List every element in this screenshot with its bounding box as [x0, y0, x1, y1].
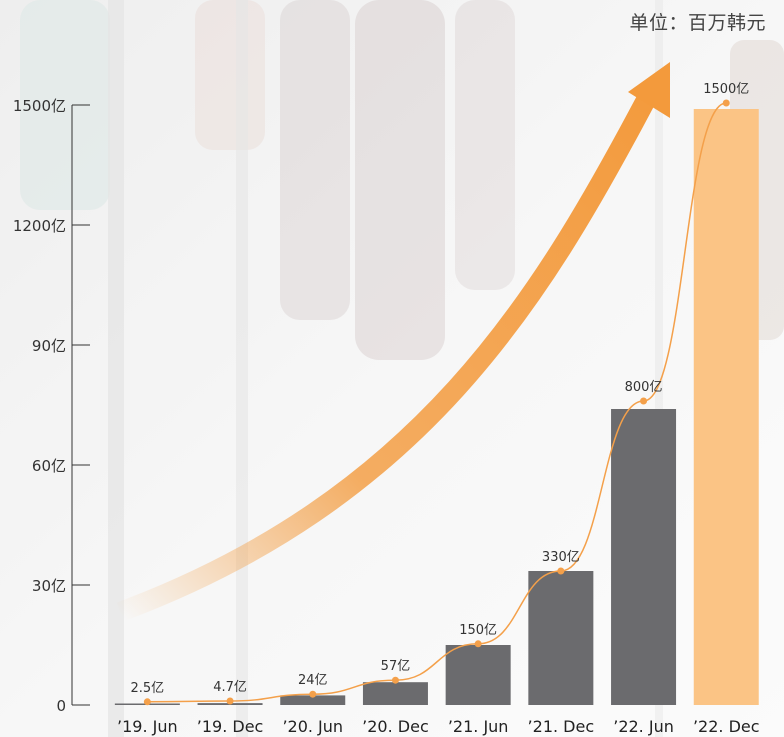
trend-point [557, 567, 565, 575]
y-tick-label: 60亿 [32, 457, 66, 475]
x-axis-labels: ’19. Jun ’19. Dec ’20. Jun ’20. Dec ’21. Jun… [117, 717, 760, 736]
value-label: 150亿 [459, 623, 497, 638]
x-tick-label: ’20. Jun [282, 717, 343, 736]
trend-line: 2.5亿 4.7亿 24亿 57亿 150亿 330亿 800亿 1500亿 [131, 82, 749, 706]
value-label: 2.5亿 [131, 681, 165, 696]
value-label: 57亿 [381, 659, 411, 674]
x-tick-label: ’22. Jun [613, 717, 674, 736]
x-tick-label: ’19. Jun [117, 717, 178, 736]
trend-point [226, 697, 234, 705]
trend-point [309, 690, 317, 698]
x-tick-label: ’21. Dec [528, 717, 595, 736]
growth-arrow-shaft [116, 95, 655, 622]
bar-5 [528, 571, 594, 705]
growth-arrow-head [628, 62, 670, 118]
bar-4 [445, 645, 511, 705]
y-tick-label: 0 [56, 697, 66, 715]
bar-7 [693, 109, 759, 705]
y-tick-label: 1500亿 [13, 97, 66, 115]
trend-point [474, 640, 482, 648]
bar-3 [362, 682, 428, 705]
trend-line-path [147, 102, 727, 703]
x-tick-label: ’21. Jun [448, 717, 509, 736]
value-label: 800亿 [625, 380, 663, 395]
y-tick-label: 90亿 [32, 337, 66, 355]
bar-6 [611, 409, 677, 705]
trend-point [722, 99, 730, 107]
value-label: 1500亿 [703, 82, 749, 97]
trend-point [640, 397, 648, 405]
bar-2 [280, 695, 346, 705]
x-tick-label: ’22. Dec [693, 717, 760, 736]
x-tick-label: ’20. Dec [362, 717, 429, 736]
value-label: 4.7亿 [213, 680, 247, 695]
x-tick-label: ’19. Dec [197, 717, 264, 736]
y-tick-label: 30亿 [32, 577, 66, 595]
trend-point [143, 698, 151, 706]
y-axis: 0 30亿 60亿 90亿 1200亿 1500亿 [13, 97, 90, 715]
bars [114, 109, 759, 705]
trend-point [391, 676, 399, 684]
value-label: 330亿 [542, 550, 580, 565]
value-label: 24亿 [298, 673, 328, 688]
y-tick-label: 1200亿 [13, 217, 66, 235]
unit-label: 单位：百万韩元 [629, 12, 766, 34]
